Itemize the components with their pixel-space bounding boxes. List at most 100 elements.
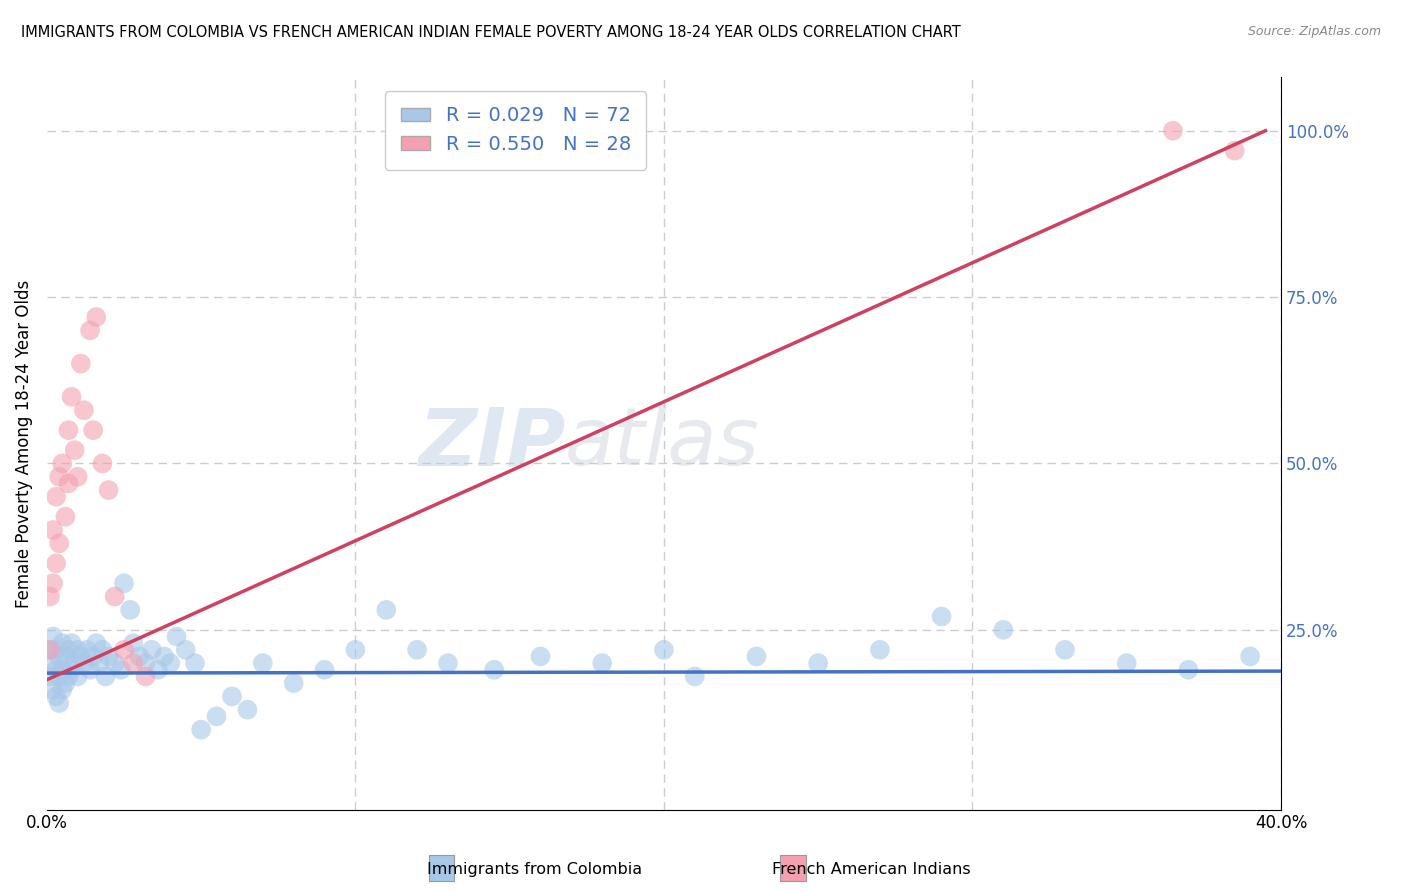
Point — [437, 656, 460, 670]
Point — [48, 696, 70, 710]
Point — [683, 669, 706, 683]
Point — [66, 469, 89, 483]
Point — [283, 676, 305, 690]
Point — [1223, 144, 1246, 158]
Point — [128, 649, 150, 664]
Point — [529, 649, 551, 664]
Point — [60, 636, 83, 650]
Point — [104, 656, 127, 670]
Point — [79, 323, 101, 337]
Point — [66, 669, 89, 683]
Point — [931, 609, 953, 624]
Point — [42, 682, 65, 697]
Point — [252, 656, 274, 670]
Point — [48, 536, 70, 550]
Point — [484, 663, 506, 677]
Point — [112, 642, 135, 657]
Text: atlas: atlas — [565, 404, 761, 483]
Text: Immigrants from Colombia: Immigrants from Colombia — [426, 863, 643, 877]
Point — [55, 649, 77, 664]
Point — [869, 642, 891, 657]
Point — [174, 642, 197, 657]
Point — [135, 656, 157, 670]
Point — [135, 669, 157, 683]
Point — [58, 423, 80, 437]
Text: French American Indians: French American Indians — [772, 863, 972, 877]
Point — [146, 663, 169, 677]
Point — [1161, 124, 1184, 138]
Point — [141, 642, 163, 657]
Point — [82, 423, 104, 437]
Point — [159, 656, 181, 670]
Point — [112, 576, 135, 591]
Point — [55, 676, 77, 690]
Point — [48, 469, 70, 483]
Point — [42, 630, 65, 644]
Point — [1177, 663, 1199, 677]
Point — [89, 656, 111, 670]
Point — [51, 682, 73, 697]
Point — [84, 636, 107, 650]
Point — [166, 630, 188, 644]
Point — [45, 642, 67, 657]
Point — [42, 523, 65, 537]
Point — [406, 642, 429, 657]
Point — [63, 656, 86, 670]
Text: IMMIGRANTS FROM COLOMBIA VS FRENCH AMERICAN INDIAN FEMALE POVERTY AMONG 18-24 YE: IMMIGRANTS FROM COLOMBIA VS FRENCH AMERI… — [21, 25, 960, 40]
Point — [110, 663, 132, 677]
Point — [48, 669, 70, 683]
Point — [58, 669, 80, 683]
Point — [122, 636, 145, 650]
Point — [42, 656, 65, 670]
Point — [63, 443, 86, 458]
Point — [39, 590, 62, 604]
Point — [314, 663, 336, 677]
Point — [45, 490, 67, 504]
Point — [76, 642, 98, 657]
Point — [1115, 656, 1137, 670]
Point — [42, 576, 65, 591]
Point — [84, 310, 107, 324]
Point — [993, 623, 1015, 637]
Point — [51, 457, 73, 471]
Point — [1239, 649, 1261, 664]
Point — [344, 642, 367, 657]
Point — [69, 649, 91, 664]
Point — [97, 483, 120, 497]
Point — [58, 476, 80, 491]
Point — [91, 457, 114, 471]
Point — [45, 663, 67, 677]
Point — [82, 649, 104, 664]
Point — [51, 636, 73, 650]
Point — [122, 656, 145, 670]
Point — [73, 403, 96, 417]
Point — [69, 357, 91, 371]
Point — [60, 663, 83, 677]
Point — [652, 642, 675, 657]
Point — [120, 603, 142, 617]
Point — [45, 690, 67, 704]
Point — [66, 642, 89, 657]
Y-axis label: Female Poverty Among 18-24 Year Olds: Female Poverty Among 18-24 Year Olds — [15, 279, 32, 607]
Point — [236, 703, 259, 717]
Point — [39, 642, 62, 657]
Point — [1053, 642, 1076, 657]
Text: Source: ZipAtlas.com: Source: ZipAtlas.com — [1247, 25, 1381, 38]
Point — [39, 669, 62, 683]
Point — [205, 709, 228, 723]
Point — [745, 649, 768, 664]
Point — [184, 656, 207, 670]
Point — [48, 649, 70, 664]
Point — [39, 642, 62, 657]
Point — [153, 649, 176, 664]
Point — [79, 663, 101, 677]
Point — [221, 690, 243, 704]
Point — [73, 656, 96, 670]
Point — [104, 590, 127, 604]
Text: ZIP: ZIP — [418, 404, 565, 483]
Point — [58, 642, 80, 657]
Point — [375, 603, 398, 617]
Point — [55, 509, 77, 524]
Point — [91, 642, 114, 657]
Point — [60, 390, 83, 404]
